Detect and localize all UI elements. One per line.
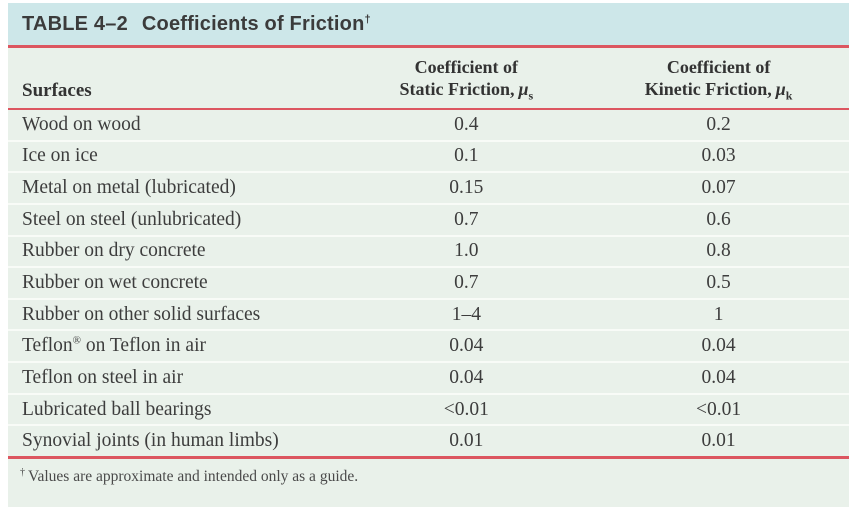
footnote-marker-superscript: † [364,12,371,25]
header-line-1: Coefficient of [666,56,771,77]
footnote-dagger: † [20,467,25,478]
table-row: Ice on ice 0.1 0.03 [8,141,849,172]
kinetic-value-cell: <0.01 [696,398,742,420]
surface-cell: Rubber on wet concrete [22,272,208,294]
kinetic-value-cell: 0.04 [701,335,736,357]
surface-cell: Teflon on steel in air [22,366,184,388]
surface-cell: Lubricated ball bearings [22,398,212,420]
surface-cell: Synovial joints (in human limbs) [22,430,279,452]
bottom-red-rule [8,456,849,459]
column-header-kinetic: Coefficient of Kinetic Friction, μk [588,48,849,108]
kinetic-value-cell: 0.5 [706,272,731,294]
header-line-2: Static Friction, μs [400,78,534,107]
table-row: Teflon® on Teflon in air 0.04 0.04 [8,331,849,362]
surface-cell: Rubber on other solid surfaces [22,303,261,325]
footnote-text: Values are approximate and intended only… [28,468,359,486]
kinetic-value-cell: 0.03 [701,145,736,167]
header-red-rule [8,108,849,110]
mu-subscript: s [528,88,534,103]
kinetic-value-cell: 0.07 [701,177,736,199]
static-value-cell: 0.15 [449,177,484,199]
header-static-label: Static Friction, [399,78,515,99]
header-line-2: Kinetic Friction, μk [645,78,793,107]
kinetic-value-cell: 0.01 [701,430,736,452]
kinetic-value-cell: 0.04 [701,366,736,388]
column-headers: Surfaces Coefficient of Static Friction,… [8,48,849,108]
header-line-1: Coefficient of [414,56,519,77]
table-row: Rubber on dry concrete 1.0 0.8 [8,236,849,267]
column-header-surfaces: Surfaces [22,80,92,101]
static-value-cell: 0.4 [454,113,479,135]
kinetic-value-cell: 1 [713,303,724,325]
static-value-cell: <0.01 [443,398,489,420]
surface-cell: Metal on metal (lubricated) [22,177,236,199]
static-value-cell: 0.01 [449,430,484,452]
surface-cell: Wood on wood [22,113,141,135]
table-row: Metal on metal (lubricated) 0.15 0.07 [8,173,849,203]
table-row: Lubricated ball bearings <0.01 <0.01 [8,394,849,425]
mu-subscript: k [785,88,793,103]
table-footnote: † Values are approximate and intended onl… [8,459,849,507]
static-value-cell: 0.1 [454,145,479,167]
friction-table: TABLE 4–2 Coefficients of Friction† Surf… [8,3,849,507]
table-title-text: Coefficients of Friction [141,12,365,35]
table-number: TABLE 4–2 [22,12,128,35]
kinetic-value-cell: 0.8 [706,240,731,262]
table-row: Teflon on steel in air 0.04 0.04 [8,363,849,393]
kinetic-value-cell: 0.6 [706,208,731,230]
kinetic-value-cell: 0.2 [706,113,731,135]
static-value-cell: 0.7 [454,272,479,294]
table-body: Wood on wood 0.4 0.2 Ice on ice 0.1 0.03… [8,110,849,457]
static-value-cell: 1–4 [451,303,481,325]
table-title: Coefficients of Friction† [142,13,371,36]
table-row: Wood on wood 0.4 0.2 [8,110,849,140]
table-row: Steel on steel (unlubricated) 0.7 0.6 [8,204,849,235]
table-row: Synovial joints (in human limbs) 0.01 0.… [8,426,849,457]
mu-symbol: μ [518,78,529,99]
static-value-cell: 1.0 [454,240,479,262]
surface-cell: Rubber on dry concrete [22,240,206,262]
static-value-cell: 0.04 [449,335,484,357]
table-title-bar: TABLE 4–2 Coefficients of Friction† [8,3,849,45]
header-kinetic-label: Kinetic Friction, [644,78,772,99]
column-header-static: Coefficient of Static Friction, μs [344,48,588,108]
mu-symbol: μ [775,78,786,99]
top-red-rule [8,45,849,48]
static-value-cell: 0.04 [449,366,484,388]
table-row: Rubber on other solid surfaces 1–4 1 [8,299,849,330]
surface-cell: Steel on steel (unlubricated) [22,208,242,230]
surface-cell: Teflon® on Teflon in air [22,334,206,357]
table-row: Rubber on wet concrete 0.7 0.5 [8,268,849,298]
static-value-cell: 0.7 [454,208,479,230]
surface-cell: Ice on ice [22,145,98,167]
